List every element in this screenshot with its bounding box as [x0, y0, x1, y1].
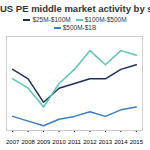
html-text:$100M-$500M: $100M-$500M	[84, 16, 127, 23]
svg-text:2010: 2010	[52, 139, 66, 144]
svg-text:2008: 2008	[21, 139, 35, 144]
svg-text:2007: 2007	[6, 139, 20, 144]
svg-text:2009: 2009	[37, 139, 51, 144]
svg-text:2011: 2011	[68, 139, 82, 144]
svg-text:2015: 2015	[130, 139, 144, 144]
svg-text:2013: 2013	[99, 139, 113, 144]
html-text:$25M-$100M: $25M-$100M	[32, 16, 71, 23]
svg-text:2014: 2014	[114, 139, 128, 144]
html-text:$500M-$1B: $500M-$1B	[62, 24, 97, 31]
svg-text:2012: 2012	[83, 139, 97, 144]
